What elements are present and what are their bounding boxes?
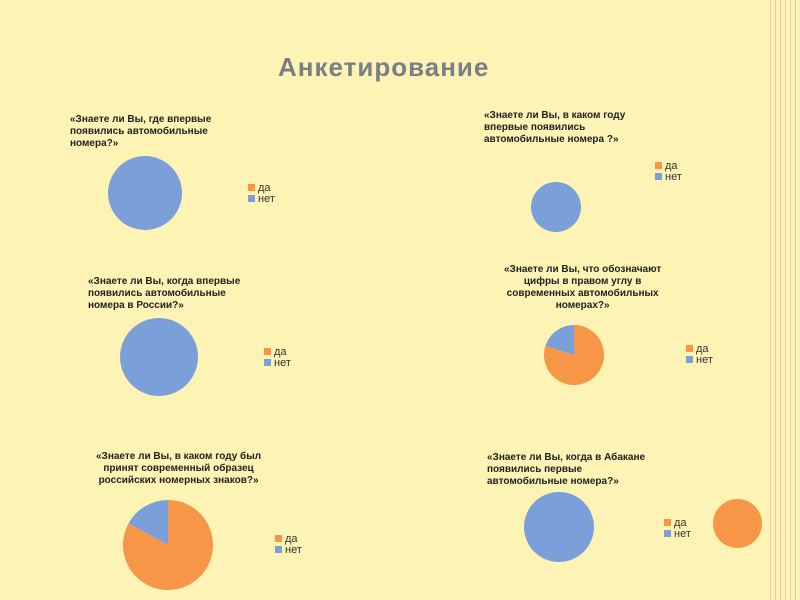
- legend-label: да: [696, 342, 709, 355]
- chart-title-line: появились автомобильные: [70, 126, 208, 137]
- chart-title-line: номера?»: [70, 138, 119, 149]
- legend-swatch-net: [264, 359, 271, 366]
- pie-slice-net: [108, 156, 182, 230]
- pie-slice-net: [524, 492, 594, 562]
- legend-item: да: [655, 159, 682, 172]
- legend-item: нет: [664, 527, 691, 540]
- legend-swatch-net: [275, 546, 282, 553]
- chart-title-line: номерах?»: [555, 300, 610, 311]
- chart-legend: да нет: [275, 532, 302, 556]
- decorative-stripes: [766, 0, 800, 600]
- legend-item: нет: [275, 543, 302, 556]
- chart-title: «Знаете ли Вы, когда впервые появились а…: [88, 276, 240, 312]
- legend-swatch-da: [264, 348, 271, 355]
- chart-legend: да нет: [264, 345, 291, 369]
- pie-slice-net: [128, 500, 168, 545]
- legend-label: нет: [665, 170, 682, 183]
- chart-title: «Знаете ли Вы, когда в Абакане появились…: [487, 452, 645, 488]
- legend-label: да: [285, 532, 298, 545]
- legend-label: да: [674, 516, 687, 529]
- legend-item: нет: [264, 356, 291, 369]
- legend-label: нет: [274, 356, 291, 369]
- pie-slice-net: [120, 318, 198, 396]
- chart-title-line: автомобильные номера?»: [487, 476, 619, 487]
- chart-title-line: появились автомобильные: [88, 288, 226, 299]
- chart-legend: да нет: [686, 342, 713, 366]
- chart-title-line: «Знаете ли Вы, когда в Абакане: [487, 452, 646, 463]
- legend-swatch-da: [248, 184, 255, 191]
- legend-swatch-net: [248, 195, 255, 202]
- chart-title-line: «Знаете ли Вы, где впервые: [70, 114, 212, 125]
- legend-item: да: [248, 181, 275, 194]
- chart-title-line: современных автомобильных: [506, 288, 659, 299]
- legend-swatch-da: [686, 345, 693, 352]
- legend-item: да: [275, 532, 302, 545]
- legend-swatch-da: [275, 535, 282, 542]
- legend-item: да: [664, 516, 691, 529]
- pie-slice-net: [545, 325, 574, 355]
- legend-swatch-da: [664, 519, 671, 526]
- chart-title-line: цифры в правом углу в: [523, 276, 642, 287]
- chart-title: «Знаете ли Вы, в каком году впервые появ…: [484, 110, 625, 146]
- chart-title-line: номера в России?»: [88, 300, 184, 311]
- legend-swatch-net: [686, 356, 693, 363]
- legend-swatch-da: [655, 162, 662, 169]
- chart-legend: да нет: [655, 159, 682, 183]
- chart-title: «Знаете ли Вы, где впервые появились авт…: [70, 114, 211, 150]
- chart-title-line: российских номерных знаков?»: [98, 475, 259, 486]
- chart-title: «Знаете ли Вы, в каком году был принят с…: [96, 451, 261, 487]
- legend-item: нет: [655, 170, 682, 183]
- legend-item: нет: [686, 353, 713, 366]
- legend-item: да: [686, 342, 713, 355]
- chart-title-line: «Знаете ли Вы, в каком году был: [96, 451, 262, 462]
- chart-title-line: принят современный образец: [103, 463, 254, 474]
- legend-label: нет: [258, 192, 275, 205]
- legend-label: нет: [285, 543, 302, 556]
- legend-label: да: [665, 159, 678, 172]
- legend-label: да: [258, 181, 271, 194]
- pie-slice-net: [531, 182, 581, 232]
- legend-label: нет: [674, 527, 691, 540]
- chart-title: «Знаете ли Вы, что обозначают цифры в пр…: [504, 264, 661, 312]
- legend-swatch-net: [664, 530, 671, 537]
- chart-title-line: появились первые: [487, 464, 583, 475]
- legend-swatch-net: [655, 173, 662, 180]
- slide-title: Анкетирование: [278, 52, 490, 82]
- legend-item: нет: [248, 192, 275, 205]
- chart-legend: да нет: [664, 516, 691, 540]
- chart-title-line: автомобильные номера ?»: [484, 134, 619, 145]
- legend-label: нет: [696, 353, 713, 366]
- chart-legend: да нет: [248, 181, 275, 205]
- decorative-orange-circle: [713, 499, 762, 548]
- chart-title-line: впервые появились: [484, 122, 586, 133]
- chart-title-line: «Знаете ли Вы, что обозначают: [504, 264, 662, 275]
- chart-title-line: «Знаете ли Вы, в каком году: [484, 110, 626, 121]
- chart-title-line: «Знаете ли Вы, когда впервые: [88, 276, 241, 287]
- legend-label: да: [274, 345, 287, 358]
- legend-item: да: [264, 345, 291, 358]
